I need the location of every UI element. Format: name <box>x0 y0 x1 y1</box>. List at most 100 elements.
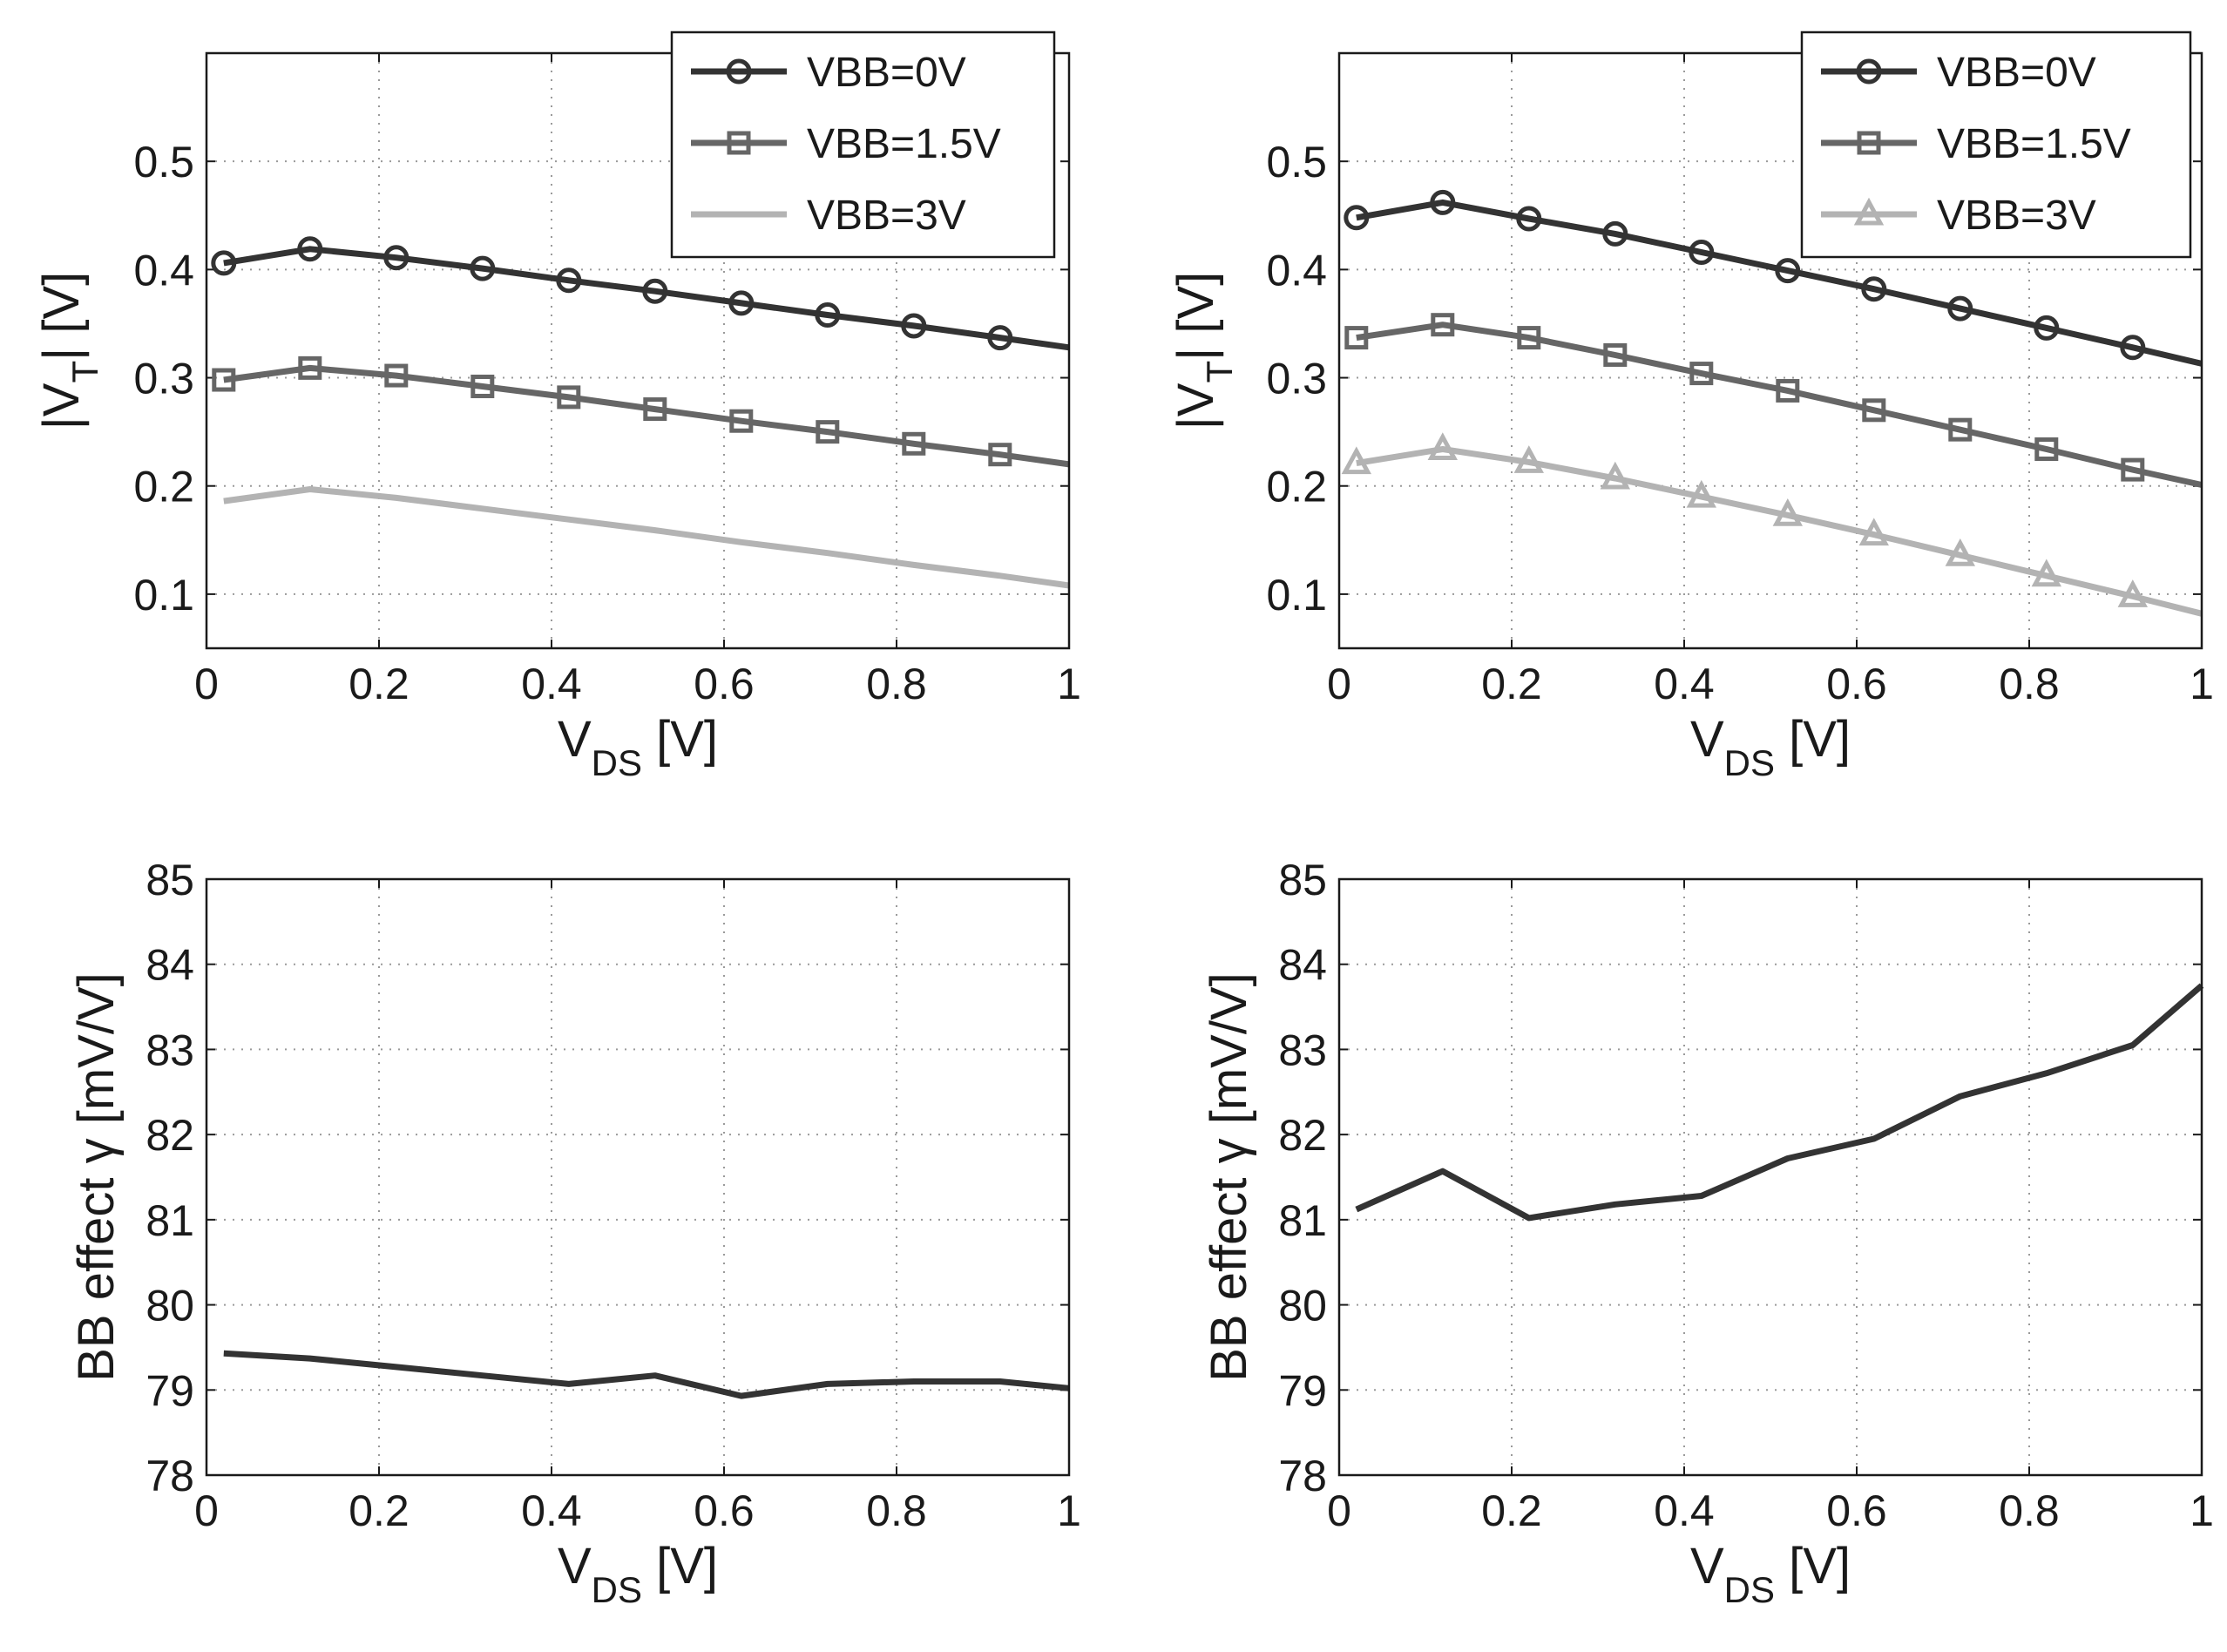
series-line-vbb-0v <box>1356 199 2203 367</box>
data-point-marker <box>2120 335 2146 361</box>
data-point-marker <box>297 236 323 262</box>
series-line-vbb-3v <box>1356 446 2203 617</box>
x-tick-label: 0.2 <box>1481 660 1542 708</box>
y-axis-label-main: |V <box>1168 383 1224 430</box>
data-point-marker <box>1776 378 1800 403</box>
x-tick-label: 0.6 <box>694 660 755 708</box>
y-tick-label: 81 <box>1278 1196 1327 1245</box>
x-axis-label-unit: [V] <box>1775 1538 1851 1594</box>
data-point-marker <box>1344 205 1370 231</box>
x-tick-label: 0.2 <box>349 1486 410 1535</box>
chart-panel-top-right: 0 0.2 0.4 0.6 0.8 1 0.1 0.2 0.3 0.4 0.5 VDS [V] |VT|… <box>1168 30 2214 783</box>
x-tick-label: 0.4 <box>1654 1486 1715 1535</box>
y-tick-label: 0.2 <box>133 463 194 511</box>
y-tick-label: 82 <box>146 1111 194 1160</box>
x-tick-label: 0.8 <box>866 660 927 708</box>
y-tick-label: 0.1 <box>1266 571 1327 620</box>
data-point-marker <box>1344 326 1369 350</box>
legend-swatch-marker <box>1856 58 1882 85</box>
data-point-marker <box>902 431 926 456</box>
data-point-marker <box>901 313 927 339</box>
x-tick-label: 1 <box>2190 660 2214 708</box>
x-axis-label-main: V <box>1690 1538 1724 1594</box>
data-point-marker <box>1858 518 1889 546</box>
y-tick-label: 85 <box>1278 856 1327 904</box>
axes-frame <box>205 51 1071 650</box>
x-axis-label: VDS [V] <box>1690 711 1851 783</box>
series-line-vbb-0v <box>223 246 1070 351</box>
x-tick-label: 1 <box>1057 1486 1081 1535</box>
y-tick-label: 0.4 <box>133 246 194 295</box>
legend-swatch-marker <box>726 58 752 85</box>
x-tick-label: 0.6 <box>1826 1486 1887 1535</box>
data-point-marker <box>729 409 754 433</box>
data-point-marker <box>1862 398 1886 423</box>
x-tick-label: 1 <box>1057 660 1081 708</box>
data-point-marker <box>1602 220 1628 247</box>
chart-panel-bottom-right: 0 0.2 0.4 0.6 0.8 1 78 79 80 81 82 83 84 85 VDS [V] BB … <box>1201 856 2214 1610</box>
axes-frame <box>205 877 1071 1477</box>
series-line-bb-effect <box>1355 983 2204 1222</box>
y-tick-label: 84 <box>146 941 194 990</box>
x-tick-label: 0.8 <box>1999 660 2060 708</box>
data-point-marker <box>816 420 840 444</box>
x-axis-label-unit: [V] <box>1775 711 1851 768</box>
x-axis-label-subscript: DS <box>1724 742 1775 783</box>
legend: VBB=0V VBB=1.5V VBB=3V <box>1800 30 2192 259</box>
axes-frame <box>1337 877 2203 1477</box>
data-point-marker <box>1689 362 1714 386</box>
series-line-vbb-3v <box>223 486 1070 589</box>
x-axis-label: VDS [V] <box>558 711 718 783</box>
y-axis-label-subscript: T <box>64 361 105 383</box>
plot-area <box>1339 879 2202 1475</box>
y-axis-label-main: |V <box>33 383 90 430</box>
series-line-bb-effect <box>223 1350 1070 1399</box>
y-tick-label: 79 <box>1278 1366 1327 1415</box>
y-tick-label: 0.1 <box>133 571 194 620</box>
legend-swatch-marker <box>727 131 751 155</box>
data-point-marker <box>988 443 1012 467</box>
y-axis-label: BB effect γ [mV/V] <box>1201 972 1257 1382</box>
y-axis-label: BB effect γ [mV/V] <box>68 972 125 1382</box>
x-tick-label: 0.4 <box>521 660 582 708</box>
y-tick-label: 0.3 <box>133 355 194 403</box>
legend-entry-label: VBB=0V <box>807 50 966 96</box>
data-point-marker <box>1948 417 1973 442</box>
y-axis-label-unit: | [V] <box>33 272 90 361</box>
x-tick-label: 1 <box>2190 1486 2214 1535</box>
data-point-marker <box>1947 295 1973 322</box>
data-point-marker <box>1513 445 1544 473</box>
x-tick-label: 0 <box>194 1486 219 1535</box>
chart-panel-bottom-left: 0 0.2 0.4 0.6 0.8 1 78 79 80 81 82 83 84 85 VDS [V] BB … <box>68 856 1081 1610</box>
x-tick-label: 0.6 <box>694 1486 755 1535</box>
data-point-marker <box>1430 189 1456 215</box>
chart-panel-top-left: 0 0.2 0.4 0.6 0.8 1 0.1 0.2 0.3 0.4 0.5 VDS [V] |VT|… <box>33 30 1081 783</box>
data-point-marker <box>642 278 668 304</box>
x-tick-label: 0.8 <box>1999 1486 2060 1535</box>
x-axis-label: VDS [V] <box>1690 1538 1851 1610</box>
y-tick-label: 85 <box>146 856 194 904</box>
data-point-marker <box>1600 461 1630 490</box>
legend-entry-label: VBB=1.5V <box>1937 121 2131 167</box>
data-point-marker <box>728 290 755 316</box>
data-point-marker <box>2034 315 2060 341</box>
x-tick-label: 0 <box>1327 1486 1351 1535</box>
x-tick-label: 0.4 <box>521 1486 582 1535</box>
x-tick-label: 0.2 <box>1481 1486 1542 1535</box>
x-axis-label-main: V <box>1690 711 1724 768</box>
legend-swatch-marker <box>1857 131 1881 155</box>
y-tick-label: 0.5 <box>133 138 194 186</box>
legend-entry-label: VBB=3V <box>807 193 966 239</box>
x-axis-label-main: V <box>558 1538 592 1594</box>
data-point-marker <box>557 385 581 410</box>
y-tick-label: 83 <box>1278 1026 1327 1074</box>
data-point-marker <box>2117 579 2148 607</box>
y-tick-label: 80 <box>1278 1282 1327 1330</box>
x-axis-label-unit: [V] <box>642 711 718 768</box>
data-point-marker <box>2034 437 2059 462</box>
data-point-marker <box>2121 457 2145 482</box>
y-tick-label: 84 <box>1278 941 1327 990</box>
data-point-marker <box>470 374 495 398</box>
data-point-marker <box>212 368 236 392</box>
